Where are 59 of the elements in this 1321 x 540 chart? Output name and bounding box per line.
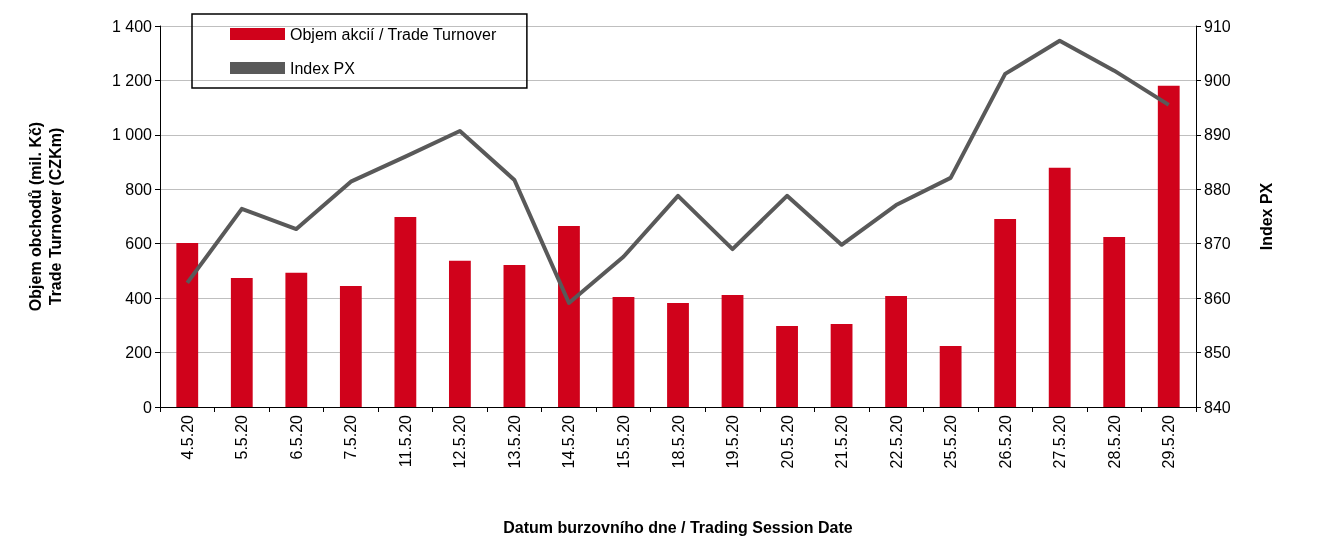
y-tick-label: 400 [125, 289, 153, 307]
y2-tick-label: 850 [1204, 344, 1231, 362]
bar [667, 303, 689, 407]
x-tick-label: 26.5.20 [996, 414, 1014, 469]
x-tick-label: 21.5.20 [833, 414, 851, 469]
legend-label: Index PX [290, 59, 356, 77]
bar [721, 294, 744, 407]
y-tick-label: 800 [125, 180, 153, 198]
y-tick-label: 1 400 [111, 17, 153, 35]
x-tick-label: 6.5.20 [287, 414, 305, 460]
bar [394, 217, 417, 407]
y2-axis-title: Index PX [1257, 182, 1275, 251]
x-tick-label: 13.5.20 [505, 414, 523, 469]
bar [1157, 85, 1180, 407]
bar [939, 346, 962, 407]
bar [558, 226, 580, 407]
x-tick-label: 7.5.20 [342, 414, 360, 460]
x-tick-label: 15.5.20 [614, 414, 632, 469]
y-tick-label: 0 [143, 398, 153, 416]
x-tick-label: 25.5.20 [942, 414, 960, 469]
x-tick-label: 18.5.20 [669, 414, 687, 469]
x-tick-label: 19.5.20 [724, 414, 742, 469]
x-tick-label: 20.5.20 [778, 414, 796, 469]
x-tick-label: 11.5.20 [396, 414, 414, 468]
bar [448, 260, 471, 407]
bar [503, 264, 526, 407]
y-axis-title: Objem obchodů (mil. Kč) Trade Turnover (CZKm) [26, 121, 64, 312]
bar [1048, 167, 1071, 407]
bar [612, 297, 635, 407]
bar [776, 325, 798, 407]
y2-tick-label: 870 [1204, 235, 1231, 253]
legend-label: Objem akcií / Trade Turnover [290, 25, 497, 43]
bar [885, 295, 908, 407]
y-tick-label: 600 [125, 235, 153, 253]
x-axis-title: Datum burzovního dne / Trading Session Date [503, 518, 853, 536]
x-tick-label: 4.5.20 [178, 414, 196, 460]
bar [339, 285, 362, 407]
bar [230, 278, 253, 407]
y2-tick-label: 840 [1204, 398, 1231, 416]
x-tick-label: 12.5.20 [451, 414, 469, 469]
bar [994, 218, 1017, 407]
bar [830, 324, 853, 407]
y2-tick-label: 900 [1204, 71, 1231, 89]
y-tick-label: 1 000 [111, 126, 153, 144]
y-tick-label: 1 200 [111, 71, 153, 89]
y2-tick-label: 910 [1204, 17, 1231, 35]
x-tick-label: 28.5.20 [1105, 414, 1123, 469]
x-tick-label: 5.5.20 [233, 414, 251, 460]
x-tick-label: 27.5.20 [1051, 414, 1069, 469]
bar [176, 242, 199, 407]
y-tick-label: 200 [125, 344, 153, 362]
x-tick-label: 14.5.20 [560, 414, 578, 469]
y2-tick-label: 890 [1204, 126, 1231, 144]
x-tick-label: 29.5.20 [1160, 414, 1178, 469]
bar [1103, 236, 1126, 407]
x-tick-label: 22.5.20 [887, 414, 905, 469]
bar [285, 272, 308, 407]
y2-tick-label: 880 [1204, 180, 1231, 198]
y2-tick-label: 860 [1204, 289, 1231, 307]
